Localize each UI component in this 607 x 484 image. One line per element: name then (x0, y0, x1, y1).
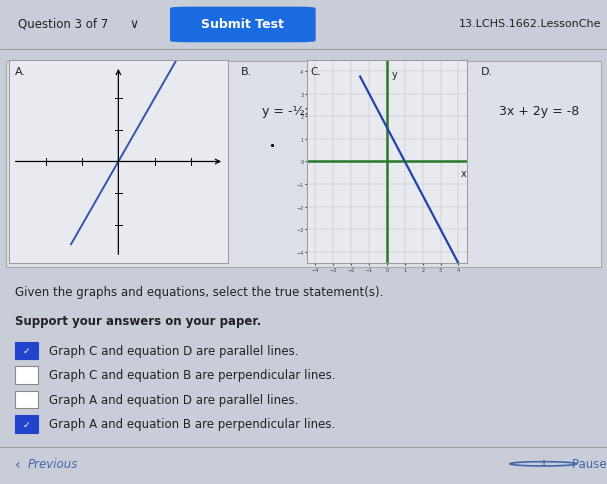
FancyBboxPatch shape (170, 8, 316, 43)
Text: ∨: ∨ (129, 18, 138, 31)
Text: D.: D. (481, 67, 493, 76)
Text: 13.LCHS.1662.LessonChe: 13.LCHS.1662.LessonChe (458, 19, 601, 30)
Text: Graph A and equation B are perpendicular lines.: Graph A and equation B are perpendicular… (49, 418, 336, 431)
Text: Question 3 of 7: Question 3 of 7 (18, 18, 109, 31)
Text: Graph A and equation D are parallel lines.: Graph A and equation D are parallel line… (49, 393, 299, 406)
Text: y: y (392, 70, 397, 79)
Text: Pause Test: Pause Test (572, 457, 607, 470)
Text: Submit Test: Submit Test (202, 18, 284, 31)
Text: Previous: Previous (27, 457, 78, 470)
Text: Graph C and equation D are parallel lines.: Graph C and equation D are parallel line… (49, 344, 299, 357)
Text: Given the graphs and equations, select the true statement(s).: Given the graphs and equations, select t… (15, 285, 384, 298)
Text: ✓: ✓ (23, 420, 30, 428)
Text: II: II (541, 459, 546, 469)
FancyBboxPatch shape (15, 415, 38, 433)
Text: C.: C. (310, 67, 321, 77)
Text: y = -½x - 3: y = -½x - 3 (262, 105, 333, 118)
Text: Graph C and equation B are perpendicular lines.: Graph C and equation B are perpendicular… (49, 368, 336, 381)
FancyBboxPatch shape (15, 391, 38, 408)
Text: x: x (460, 169, 466, 179)
Text: 3x + 2y = -8: 3x + 2y = -8 (498, 105, 579, 118)
FancyBboxPatch shape (6, 62, 601, 267)
Text: A.: A. (15, 67, 25, 77)
Text: Support your answers on your paper.: Support your answers on your paper. (15, 314, 262, 327)
Text: ‹: ‹ (15, 457, 25, 471)
FancyBboxPatch shape (15, 366, 38, 384)
Text: B.: B. (242, 67, 253, 76)
Text: ✓: ✓ (23, 346, 30, 355)
FancyBboxPatch shape (15, 342, 38, 359)
